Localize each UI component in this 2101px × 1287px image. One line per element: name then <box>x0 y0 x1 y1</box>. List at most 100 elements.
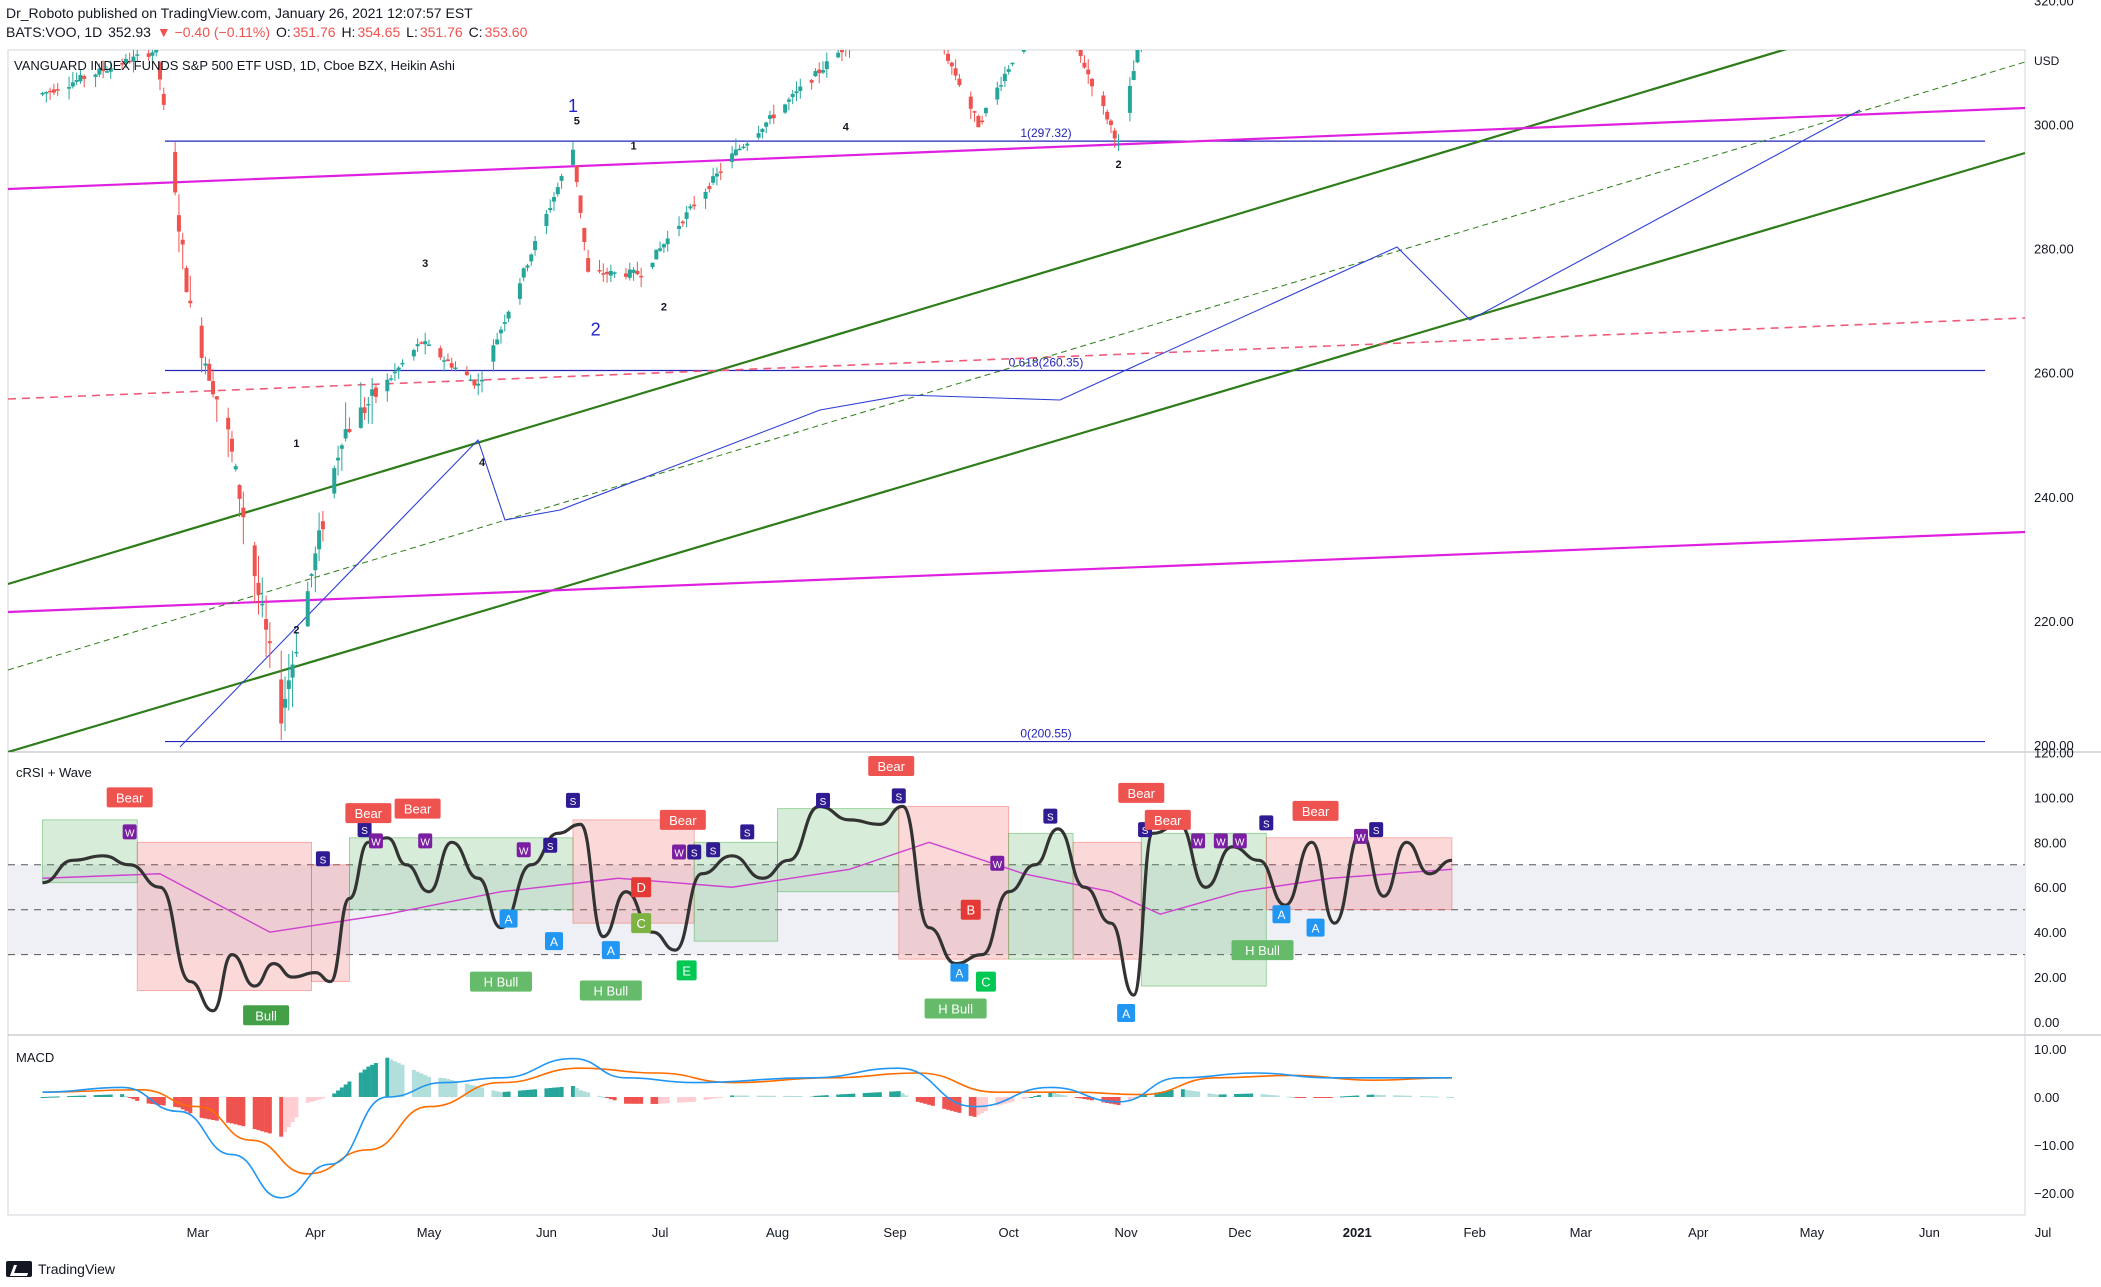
macd-hist-bar <box>442 1078 447 1097</box>
candle-body <box>40 92 45 95</box>
candle-body <box>942 35 946 50</box>
wave-marker-s <box>1259 815 1274 831</box>
macd-hist-bar <box>1021 1097 1026 1099</box>
macd-hist-bar <box>1105 1097 1110 1103</box>
signal-badge-bear <box>1144 809 1191 830</box>
candle-body <box>108 68 113 72</box>
last-price: 352.93 <box>108 24 151 40</box>
signal-badge-bear <box>106 787 153 808</box>
candle-body <box>161 93 166 105</box>
price-panel[interactable]: 2.146(408.22)2(394.09)1.786(373.38)1.618… <box>8 0 2087 753</box>
signal-badge-hbull <box>924 998 987 1019</box>
macd-hist-bar <box>1090 1097 1095 1101</box>
wave-label-minor: 2 <box>1115 159 1121 171</box>
macd-hist-bar <box>813 1095 818 1097</box>
macd-hist-bar <box>1245 1093 1250 1097</box>
signal-badge-label: Bear <box>1154 813 1182 828</box>
wave-marker-label: W <box>519 846 529 857</box>
candle-body <box>767 115 772 119</box>
macd-hist-bar <box>680 1097 685 1103</box>
macd-hist-bar <box>370 1064 375 1097</box>
macd-hist-bar <box>980 1097 985 1114</box>
macd-hist-bar <box>146 1097 151 1104</box>
candle-body <box>968 96 973 109</box>
macd-hist-bar <box>476 1086 481 1097</box>
macd-hist-bar <box>55 1096 60 1098</box>
lower-magenta-line <box>8 530 2025 614</box>
open-value: 351.76 <box>292 24 336 40</box>
wave-label-minor: 4 <box>843 122 850 134</box>
macd-hist-bar <box>555 1087 560 1097</box>
candle-body <box>1029 20 1033 27</box>
candle-body <box>366 403 371 406</box>
macd-hist-bar <box>131 1097 136 1100</box>
macd-hist-bar <box>783 1095 788 1097</box>
macd-panel[interactable]: 10.00 0.00 −10.00 −20.00 <box>40 1042 2075 1201</box>
candle-body <box>1078 50 1083 57</box>
candle-body <box>260 603 265 606</box>
macd-hist-bar <box>1211 1094 1216 1097</box>
candle-body <box>104 71 109 73</box>
time-tick-label: Jul <box>2035 1225 2052 1240</box>
candle-body <box>817 69 822 74</box>
fib-level-label: 0.618(260.35) <box>1009 356 1084 370</box>
wave-marker-s <box>315 851 330 867</box>
candle-body <box>1056 1 1060 3</box>
macd-hist-bar <box>373 1063 378 1097</box>
wave-marker-label: W <box>674 849 684 860</box>
crsi-tick-label: 80.00 <box>2034 835 2067 850</box>
macd-hist-bar <box>1029 1097 1034 1098</box>
macd-hist-bar <box>893 1091 898 1097</box>
macd-hist-bar <box>1321 1097 1326 1098</box>
candle-body <box>313 553 318 571</box>
candle-body <box>972 111 977 113</box>
plot-border <box>7 49 2026 1216</box>
candle-body <box>286 680 291 689</box>
macd-hist-bar <box>264 1097 269 1133</box>
candle-body <box>1082 62 1087 68</box>
macd-hist-bar <box>1324 1097 1329 1098</box>
candle-body <box>650 262 655 268</box>
macd-hist-bar <box>745 1095 750 1097</box>
macd-hist-bar <box>123 1095 128 1097</box>
macd-hist-bar <box>506 1091 511 1097</box>
macd-hist-bar <box>1074 1097 1079 1098</box>
candle-body <box>661 244 666 248</box>
candle-body <box>517 283 522 299</box>
macd-hist-bar <box>1055 1093 1060 1097</box>
price-tick-label: 220.00 <box>2034 614 2074 629</box>
candle-body <box>157 62 162 80</box>
macd-hist-bar <box>764 1095 769 1097</box>
macd-hist-bar <box>851 1093 856 1097</box>
candle-body <box>794 91 799 94</box>
macd-hist-bar <box>1154 1092 1159 1097</box>
candle-body <box>154 50 159 53</box>
candle-body <box>264 619 269 630</box>
time-tick-label: Feb <box>1463 1225 1485 1240</box>
macd-hist-bar <box>1271 1095 1276 1097</box>
macd-hist-bar <box>1207 1093 1212 1097</box>
chart-frame <box>7 49 2101 1216</box>
macd-hist-bar <box>559 1087 564 1097</box>
crsi-tick-label: 100.00 <box>2034 790 2074 805</box>
time-axis[interactable]: Mar Apr May Jun Jul Aug Sep Oct Nov Dec 2021 Feb Mar… <box>187 1225 2052 1240</box>
candle-body <box>680 221 685 224</box>
elliott-wave-path <box>179 109 1861 748</box>
macd-hist-bar <box>870 1092 875 1097</box>
macd-hist-bar <box>847 1093 852 1097</box>
wave-label-minor: 1 <box>293 438 299 450</box>
a-marker <box>601 941 620 960</box>
candle-body <box>521 268 526 278</box>
macd-hist-bar <box>1347 1095 1352 1097</box>
candle-body <box>214 396 219 400</box>
crsi-panel[interactable]: 120.00100.0080.0060.0040.0020.000.00WSSW… <box>8 745 2074 1030</box>
a-marker <box>499 909 518 928</box>
macd-hist-bar <box>1275 1095 1280 1097</box>
wave-marker-w <box>1213 833 1228 849</box>
macd-hist-bar <box>658 1097 663 1104</box>
wave-marker-w <box>122 824 137 840</box>
wave-marker-label: W <box>420 837 430 848</box>
macd-signal-line <box>42 1067 1452 1175</box>
lower-channel-line <box>8 151 2025 752</box>
